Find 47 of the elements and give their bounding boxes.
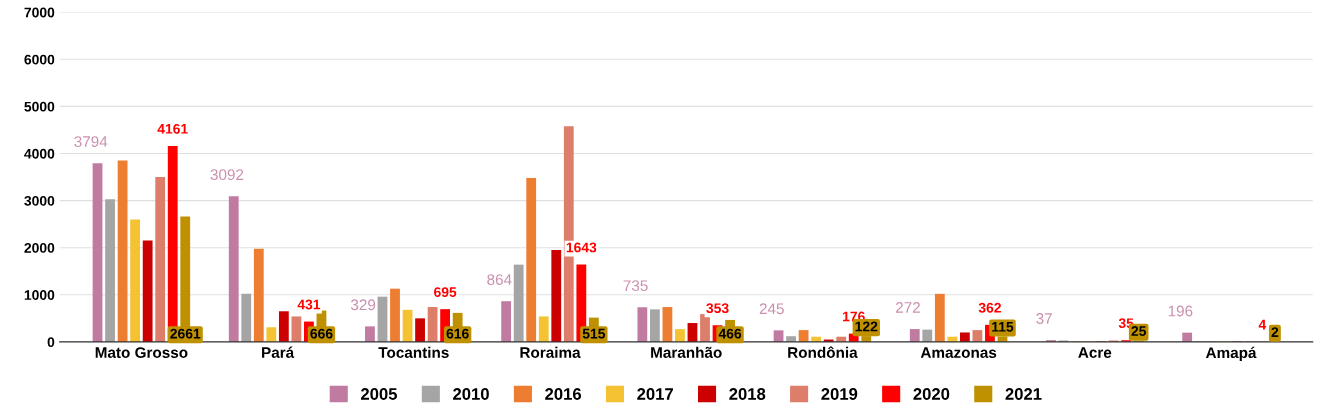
data-label: 4161 [157, 123, 188, 134]
y-tick-label: 0 [47, 337, 55, 348]
data-label: 245 [759, 303, 784, 315]
x-tick-label: Amapá [1205, 346, 1257, 362]
data-label: 1643 [566, 242, 597, 253]
x-tick-label: Tocantins [378, 346, 449, 358]
x-tick-label: Amazonas [920, 347, 997, 358]
legend-label: 2020 [913, 388, 950, 400]
data-label: 2 [1271, 327, 1279, 337]
legend-label: 2018 [729, 388, 766, 400]
x-tick-label: Acre [1078, 347, 1112, 358]
x-tick-label: Mato Grosso [95, 347, 188, 358]
x-tick-label: Pará [262, 346, 295, 358]
legend-label: 2005 [360, 388, 398, 400]
data-label: 616 [446, 328, 469, 339]
data-label: 2661 [170, 328, 201, 339]
y-tick-label: 6000 [24, 54, 55, 65]
legend-label: 2021 [1005, 388, 1042, 400]
data-label: 864 [487, 274, 512, 285]
legend-label: 2019 [821, 388, 858, 400]
data-label: 431 [297, 299, 321, 310]
data-label: 329 [350, 299, 376, 311]
data-label: 115 [992, 322, 1014, 332]
data-label: 4 [1258, 319, 1267, 330]
y-tick-label: 2000 [24, 243, 55, 253]
legend-label: 2016 [545, 388, 582, 400]
y-tick-label: 4000 [24, 148, 55, 159]
data-label: 25 [1131, 326, 1147, 336]
legend-label: 2010 [453, 388, 489, 400]
data-label: 3794 [74, 136, 108, 147]
x-tick-label: Roraima [520, 346, 581, 358]
data-label: 272 [895, 302, 920, 313]
data-label: 735 [623, 280, 648, 292]
x-tick-label: Maranhão [651, 346, 722, 358]
data-label: 3092 [210, 169, 244, 181]
y-tick-label: 5000 [24, 101, 55, 112]
data-label: 196 [1168, 305, 1193, 317]
legend-label: 2017 [637, 388, 673, 400]
y-tick-label: 1000 [24, 290, 55, 300]
data-label: 37 [1036, 313, 1052, 324]
data-label: 122 [855, 321, 878, 332]
y-tick-label: 3000 [24, 195, 55, 206]
data-label: 362 [978, 302, 1001, 313]
x-tick-label: Rondônia [788, 346, 858, 358]
y-tick-label: 7000 [24, 7, 55, 18]
data-label: 353 [706, 303, 729, 314]
data-label: 695 [434, 287, 457, 297]
